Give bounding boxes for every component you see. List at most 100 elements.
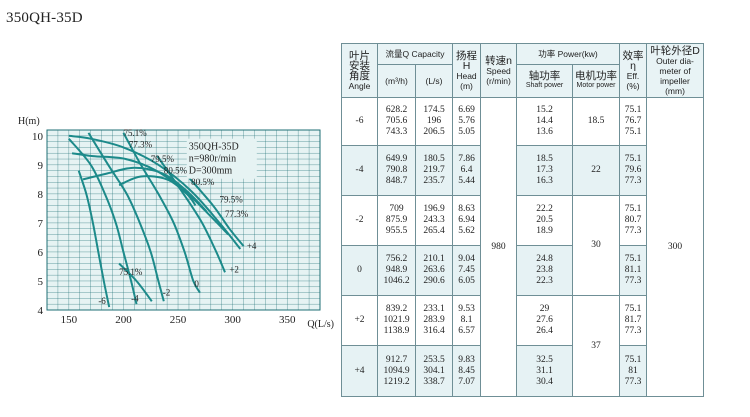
angle-cell: 0 [341, 245, 378, 296]
x-tick-label: 250 [170, 314, 187, 326]
header-impeller: 叶轮外径D Outer dia-meter of impeller (mm) [646, 43, 704, 98]
angle-cell: +2 [341, 295, 378, 346]
capacity-ls-cell: 174.5 196 206.5 [415, 97, 453, 146]
capacity-ls-cell: 210.1 263.6 290.6 [415, 245, 453, 296]
x-tick-label: 300 [224, 314, 241, 326]
efficiency-label: 75.1% [119, 267, 143, 277]
efficiency-contour [118, 262, 153, 302]
y-tick-label: 9 [38, 160, 44, 172]
efficiency-label: 79.5% [151, 154, 175, 164]
motor-power-cell: 37 [572, 295, 620, 397]
curve-label: +2 [229, 264, 239, 274]
angle-cell: -6 [341, 97, 378, 146]
curve-label: +4 [247, 241, 257, 251]
shaft-power-cell: 18.5 17.3 16.3 [516, 145, 573, 196]
header-shaft-power: 轴功率 Shaft power [516, 64, 573, 98]
head-curve [187, 175, 245, 247]
efficiency-label: 77.3% [129, 139, 153, 149]
curve-label: -4 [131, 293, 139, 303]
table-row: -4 649.9 790.8 848.7 180.5 219.7 235.7 7.86 6.4 5… [341, 145, 704, 196]
header-power: 功率 Power(kw) [516, 43, 620, 65]
shaft-power-cell: 32.5 31.1 30.4 [516, 345, 573, 397]
plot-frame [46, 129, 321, 311]
x-tick-label: 150 [61, 314, 78, 326]
model-title: 350QH-35D [6, 10, 83, 26]
head-curve [68, 138, 138, 305]
capacity-m3h-cell: 628.2 705.6 743.3 [377, 97, 416, 146]
efficiency-label: 80.5% [164, 166, 188, 176]
y-tick-label: 4 [38, 305, 44, 317]
header-efficiency: 效率η Eff. (%) [619, 43, 647, 98]
table-row: 0 756.2 948.9 1046.2 210.1 263.6 290.6 9.04 7.45… [341, 245, 704, 296]
motor-power-cell: 18.5 [572, 97, 620, 146]
efficiency-label: 79.5% [220, 195, 244, 205]
efficiency-contour [68, 134, 242, 250]
efficiency-cell: 75.1 81.7 77.3 [619, 295, 647, 346]
capacity-m3h-cell: 912.7 1094.9 1219.2 [377, 345, 416, 397]
efficiency-contour [118, 175, 197, 207]
capacity-ls-cell: 233.1 283.9 316.4 [415, 295, 453, 346]
header-angle: 叶片 安装 角度 Angle [341, 43, 378, 98]
header-capacity: 流量Q Capacity [377, 43, 453, 65]
efficiency-label: 77.3% [225, 209, 249, 219]
efficiency-label: 80.5% [191, 177, 215, 187]
angle-cell: +4 [341, 345, 378, 397]
head-cell: 7.86 6.4 5.44 [452, 145, 481, 196]
capacity-m3h-cell: 709 875.9 955.5 [377, 195, 416, 246]
shaft-power-cell: 24.8 23.8 22.3 [516, 245, 573, 296]
x-tick-label: 350 [279, 314, 296, 326]
head-cell: 8.63 6.94 5.62 [452, 195, 481, 246]
head-cell: 9.83 8.45 7.07 [452, 345, 481, 397]
shaft-power-cell: 15.2 14.4 13.6 [516, 97, 573, 146]
efficiency-cell: 75.1 79.6 77.3 [619, 145, 647, 196]
head-curve [77, 170, 111, 308]
motor-power-cell: 22 [572, 145, 620, 196]
efficiency-contour [82, 166, 208, 212]
y-tick-label: 5 [38, 276, 44, 288]
table-row: -6 628.2 705.6 743.3 174.5 196 206.5 6.69 5.76 5.… [341, 97, 704, 397]
y-tick-label: 10 [32, 131, 44, 143]
header-motor-power: 电机功率 Motor power [572, 64, 620, 98]
header-capacity-ls: (L/s) [415, 64, 453, 98]
angle-cell: -4 [341, 145, 378, 196]
capacity-ls-cell: 253.5 304.1 338.7 [415, 345, 453, 397]
annotation-text: 350QH-35D [189, 142, 239, 153]
angle-cell: -2 [341, 195, 378, 246]
performance-table: 叶片 安装 角度 Angle 流量Q Capacity 扬程H Head (m) 转速n Spee… [341, 43, 704, 397]
y-tick-label: 6 [38, 247, 44, 259]
header-head: 扬程H Head (m) [452, 43, 481, 98]
motor-power-cell: 30 [572, 195, 620, 296]
curve-label: 0 [194, 279, 199, 289]
curve-label: -6 [98, 296, 106, 306]
header-capacity-m3h: (m³/h) [377, 64, 416, 98]
curve-label: -2 [163, 287, 171, 297]
shaft-power-cell: 29 27.6 26.4 [516, 295, 573, 346]
efficiency-cell: 75.1 76.7 75.1 [619, 97, 647, 146]
head-cell: 6.69 5.76 5.05 [452, 97, 481, 146]
x-axis-label: Q(L/s) [307, 319, 334, 330]
shaft-power-cell: 22.2 20.5 18.9 [516, 195, 573, 246]
y-tick-label: 8 [38, 189, 44, 201]
efficiency-cell: 75.1 80.7 77.3 [619, 195, 647, 246]
y-axis-label: H(m) [18, 116, 40, 127]
table-row: +2 839.2 1021.9 1138.9 233.1 283.9 316.4 9.53 8.… [341, 295, 704, 397]
efficiency-cell: 75.1 81 77.3 [619, 345, 647, 397]
y-tick-label: 7 [38, 218, 44, 230]
head-curve [87, 132, 165, 302]
head-curve [122, 132, 201, 294]
speed-cell: 980 [480, 97, 517, 397]
annotation-text: D=300mm [189, 166, 233, 177]
capacity-ls-cell: 196.9 243.3 265.4 [415, 195, 453, 246]
efficiency-label: 75.1% [123, 128, 147, 138]
table-row: -2 709 875.9 955.5 196.9 243.3 265.4 8.63 6.94 5.… [341, 195, 704, 296]
capacity-m3h-cell: 839.2 1021.9 1138.9 [377, 295, 416, 346]
table-row: +4 912.7 1094.9 1219.2 253.5 304.1 338.7 9.83 8.… [341, 345, 704, 397]
head-curve [156, 155, 226, 273]
head-cell: 9.53 8.1 6.57 [452, 295, 481, 346]
capacity-m3h-cell: 649.9 790.8 848.7 [377, 145, 416, 196]
annotation-text: n=980r/min [189, 154, 236, 165]
capacity-m3h-cell: 756.2 948.9 1046.2 [377, 245, 416, 296]
efficiency-cell: 75.1 81.1 77.3 [619, 245, 647, 296]
impeller-cell: 300 [646, 97, 704, 397]
performance-chart: 150 200 250 300 35045678910H(m)Q(L/s)75.1%77… [18, 116, 334, 330]
